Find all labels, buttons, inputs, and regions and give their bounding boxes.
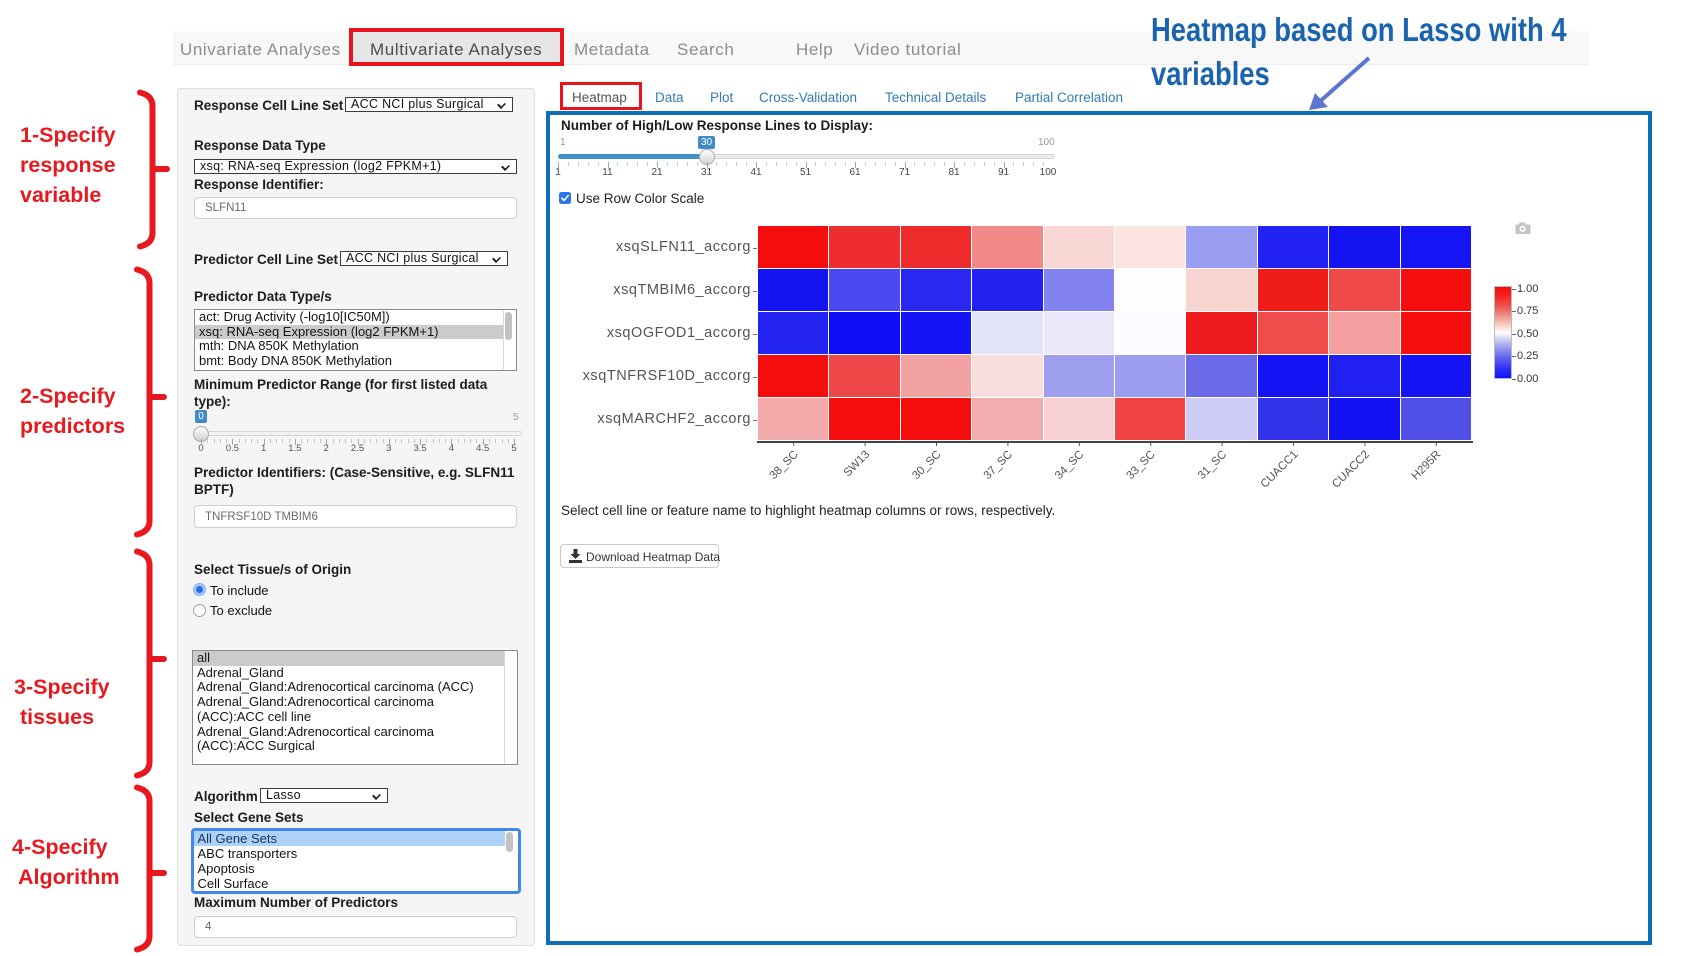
svg-text:30_SC: 30_SC [910, 449, 943, 482]
svg-text:CUACC1: CUACC1 [1259, 449, 1301, 491]
svg-text:33_SC: 33_SC [1124, 449, 1157, 482]
svg-text:31_SC: 31_SC [1196, 449, 1229, 482]
svg-text:H295R: H295R [1410, 449, 1444, 483]
svg-text:38_SC: 38_SC [767, 449, 800, 482]
svg-text:SW13: SW13 [842, 449, 873, 480]
svg-text:34_SC: 34_SC [1053, 449, 1086, 482]
svg-text:CUACC2: CUACC2 [1330, 449, 1372, 491]
svg-text:37_SC: 37_SC [982, 449, 1015, 482]
